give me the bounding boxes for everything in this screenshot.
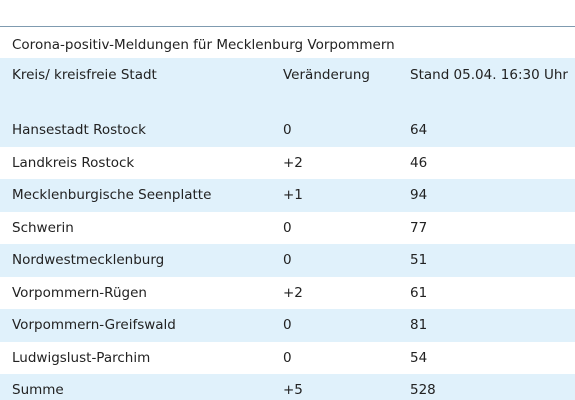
table-row: Vorpommern-Rügen +2 61 — [0, 276, 575, 309]
table-body: Hansestadt Rostock 0 64 Landkreis Rostoc… — [0, 114, 575, 400]
header-spacer — [0, 91, 575, 114]
cell-total: 51 — [410, 252, 428, 269]
cell-change: 0 — [283, 122, 292, 139]
cell-total: 77 — [410, 219, 428, 236]
table-caption: Corona-positiv-Meldungen für Mecklenburg… — [12, 37, 395, 53]
cell-district: Vorpommern-Rügen — [12, 284, 147, 301]
sum-total: 528 — [410, 382, 436, 399]
cell-total: 64 — [410, 122, 428, 139]
cell-change: 0 — [283, 219, 292, 236]
sum-row: Summe +5 528 — [0, 374, 575, 400]
table-row: Mecklenburgische Seenplatte +1 94 — [0, 179, 575, 212]
cell-total: 54 — [410, 349, 428, 366]
cell-total: 81 — [410, 317, 428, 334]
sum-change: +5 — [283, 382, 303, 399]
sum-label: Summe — [12, 382, 64, 399]
cell-district: Ludwigslust-Parchim — [12, 349, 151, 366]
header-district: Kreis/ kreisfreie Stadt — [12, 66, 157, 83]
header-status: Stand 05.04. 16:30 Uhr — [410, 66, 568, 83]
data-table: Kreis/ kreisfreie Stadt Veränderung Stan… — [0, 58, 575, 400]
table-row: Vorpommern-Greifswald 0 81 — [0, 309, 575, 342]
cell-total: 46 — [410, 154, 428, 171]
cell-district: Mecklenburgische Seenplatte — [12, 187, 212, 204]
table-row: Hansestadt Rostock 0 64 — [0, 114, 575, 147]
cell-change: +2 — [283, 284, 303, 301]
cell-change: 0 — [283, 349, 292, 366]
cell-change: +2 — [283, 154, 303, 171]
cell-total: 94 — [410, 187, 428, 204]
table-header-row: Kreis/ kreisfreie Stadt Veränderung Stan… — [0, 58, 575, 91]
cell-change: +1 — [283, 187, 303, 204]
table-row: Schwerin 0 77 — [0, 211, 575, 244]
cell-district: Vorpommern-Greifswald — [12, 317, 176, 334]
cell-district: Landkreis Rostock — [12, 154, 135, 171]
cell-district: Hansestadt Rostock — [12, 122, 146, 139]
top-divider — [0, 26, 575, 27]
table-row: Ludwigslust-Parchim 0 54 — [0, 341, 575, 374]
cell-district: Schwerin — [12, 219, 74, 236]
cell-district: Nordwestmecklenburg — [12, 252, 165, 269]
cell-change: 0 — [283, 317, 292, 334]
cell-total: 61 — [410, 284, 428, 301]
table-row: Nordwestmecklenburg 0 51 — [0, 244, 575, 277]
table-row: Landkreis Rostock +2 46 — [0, 146, 575, 179]
header-change: Veränderung — [283, 66, 370, 83]
cell-change: 0 — [283, 252, 292, 269]
